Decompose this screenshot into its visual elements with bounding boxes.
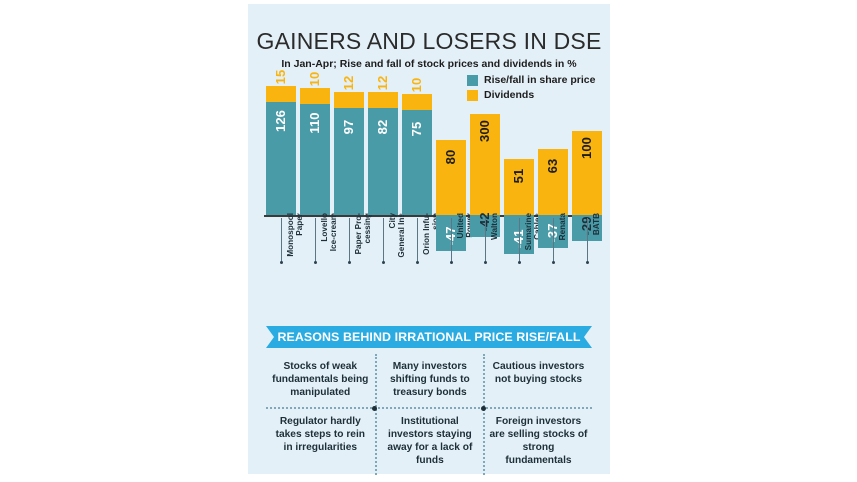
category-leader-dot-4: [382, 261, 385, 264]
legend-item-label: Rise/fall in share price: [484, 74, 596, 86]
bar-dividends-2[interactable]: [300, 88, 330, 104]
amber-square-swatch: [467, 89, 478, 101]
category-leader-line-7: [485, 218, 486, 263]
category-leader-dot-10: [586, 261, 589, 264]
category-label-3: Paper Pro-cessing: [354, 213, 373, 265]
zero-axis-line: [264, 215, 597, 217]
bar-share-price-3[interactable]: [334, 108, 364, 215]
category-label-2: Lovello Ice-cream: [320, 213, 339, 265]
bar-dividends-value-1: 15: [273, 69, 288, 85]
bar-dividends-value-3: 12: [341, 75, 356, 91]
chart-legend: Rise/fall in share price Dividends: [467, 74, 595, 104]
reason-cell: Stocks of weak fundamentals being manipu…: [272, 361, 369, 398]
reasons-horizontal-divider: [266, 406, 592, 411]
reasons-grid: Stocks of weak fundamentals being manipu…: [266, 354, 592, 475]
category-label-line: cessing: [363, 213, 373, 244]
bar-dividends-value-10: 100: [579, 137, 594, 159]
reason-cell: Many investors shifting funds to treasur…: [374, 354, 484, 407]
category-leader-dot-1: [280, 261, 283, 264]
banner-title: REASONS BEHIND IRRATIONAL PRICE RISE/FAL…: [277, 330, 581, 344]
category-leader-dot-6: [450, 261, 453, 264]
bar-dividends-5[interactable]: [402, 94, 432, 110]
page-title: GAINERS AND LOSERS IN DSE: [256, 28, 602, 54]
bar-dividends-value-6: 80: [443, 149, 458, 165]
reasons-banner: REASONS BEHIND IRRATIONAL PRICE RISE/FAL…: [266, 326, 592, 348]
category-leader-line-8: [519, 218, 520, 263]
category-label-line: Sumarine: [524, 213, 533, 251]
bar-dividends-8[interactable]: [504, 159, 534, 215]
category-leader-dot-5: [416, 261, 419, 264]
bar-dividends-1[interactable]: [266, 86, 296, 102]
reason-cell: Regulator hardly takes steps to rein in …: [275, 416, 366, 453]
bar-dividends-4[interactable]: [368, 92, 398, 108]
category-leader-dot-2: [314, 261, 317, 264]
category-leader-line-5: [417, 218, 418, 263]
category-leader-line-1: [281, 218, 282, 263]
category-leader-dot-8: [518, 261, 521, 264]
category-label-line: Renata: [558, 213, 567, 241]
reasons-row-top: Stocks of weak fundamentals being manipu…: [266, 354, 592, 407]
page-subtitle: In Jan-Apr; Rise and fall of stock price…: [281, 58, 577, 70]
legend-item-1: Rise/fall in share price: [467, 74, 595, 86]
category-label-line: Ice-cream: [329, 213, 339, 252]
category-label-10: BATB: [592, 213, 601, 265]
bar-dividends-9[interactable]: [538, 149, 568, 215]
bar-share-price-value-5: 75: [409, 121, 424, 137]
category-leader-line-3: [349, 218, 350, 263]
category-leader-line-4: [383, 218, 384, 263]
bar-dividends-6[interactable]: [436, 140, 466, 215]
category-label-line: Lovello: [320, 213, 329, 242]
bar-dividends-value-2: 10: [307, 71, 322, 87]
divider-dot: [481, 406, 486, 411]
bar-dividends-value-4: 12: [375, 75, 390, 91]
bar-dividends-7[interactable]: [470, 114, 500, 215]
category-label-line: Paper: [295, 213, 305, 236]
banner-ribbon-shape: [266, 326, 592, 348]
category-leader-line-10: [587, 218, 588, 263]
category-label-line: Monospool: [286, 213, 295, 257]
category-leader-line-9: [553, 218, 554, 263]
category-label-line: Paper Pro-: [354, 213, 363, 255]
reason-cell: Cautious investors not buying stocks: [483, 354, 592, 407]
divider-dot: [372, 406, 377, 411]
bar-dividends-value-8: 51: [511, 168, 526, 184]
category-label-7: Walton: [490, 213, 499, 265]
reasons-row-bottom: Regulator hardly takes steps to rein in …: [266, 409, 592, 475]
category-leader-line-2: [315, 218, 316, 263]
category-label-line: BATB: [592, 213, 601, 236]
bar-dividends-10[interactable]: [572, 131, 602, 215]
bar-share-price-value-3: 97: [341, 119, 356, 135]
reason-cell: Foreign investors are selling stocks of …: [483, 409, 592, 475]
category-label-line: United: [456, 213, 465, 239]
bar-share-price-2[interactable]: [300, 104, 330, 215]
category-leader-line-6: [451, 218, 452, 263]
category-leader-dot-9: [552, 261, 555, 264]
bar-share-price-5[interactable]: [402, 110, 432, 215]
legend-item-2: Dividends: [467, 89, 595, 101]
bar-chart: 15 126 Monospool Paper 10 110 Lovello Ice-cream…: [248, 4, 610, 324]
category-label-line: General Ins: [397, 213, 407, 258]
legend-item-label: Dividends: [484, 89, 535, 101]
category-label-line: Walton: [490, 213, 499, 240]
bar-share-price-value-2: 110: [307, 112, 322, 134]
bar-share-price-value-4: 82: [375, 119, 390, 135]
category-leader-dot-7: [484, 261, 487, 264]
category-leader-dot-3: [348, 261, 351, 264]
bar-share-price-1[interactable]: [266, 102, 296, 215]
bar-dividends-3[interactable]: [334, 92, 364, 108]
reason-cell: Institutional investors staying away for…: [374, 409, 484, 475]
infographic-panel: GAINERS AND LOSERS IN DSE In Jan-Apr; Ri…: [248, 4, 610, 475]
teal-square-swatch: [467, 74, 478, 86]
category-label-line: Orion Infu-: [422, 213, 431, 255]
bar-dividends-value-7: 300: [477, 120, 492, 142]
bar-dividends-value-5: 10: [409, 77, 424, 93]
bar-share-price-value-1: 126: [273, 110, 288, 132]
bar-share-price-4[interactable]: [368, 108, 398, 215]
category-label-line: City: [388, 213, 397, 229]
bar-dividends-value-9: 63: [545, 158, 560, 174]
category-label-4: City General Ins: [388, 213, 407, 265]
category-label-9: Renata: [558, 213, 567, 265]
category-label-1: Monospool Paper: [286, 213, 305, 265]
